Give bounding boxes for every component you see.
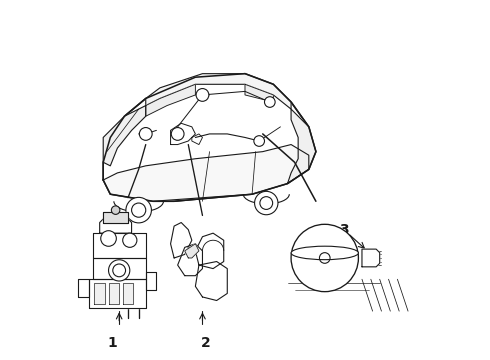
Circle shape — [101, 231, 116, 246]
Polygon shape — [103, 145, 309, 201]
Circle shape — [254, 136, 265, 146]
Circle shape — [111, 206, 120, 215]
Polygon shape — [171, 222, 192, 258]
Circle shape — [291, 224, 358, 292]
Circle shape — [139, 127, 152, 140]
Polygon shape — [89, 279, 146, 307]
Polygon shape — [185, 244, 199, 258]
Polygon shape — [146, 272, 156, 290]
Polygon shape — [122, 283, 133, 304]
Circle shape — [126, 197, 151, 223]
Circle shape — [196, 89, 209, 101]
Polygon shape — [103, 212, 128, 222]
Text: 3: 3 — [340, 222, 349, 237]
Circle shape — [122, 233, 137, 247]
Text: 1: 1 — [107, 336, 117, 350]
Polygon shape — [146, 84, 196, 116]
Polygon shape — [362, 249, 380, 267]
Polygon shape — [109, 283, 119, 304]
Polygon shape — [178, 244, 202, 276]
Polygon shape — [95, 283, 105, 304]
Polygon shape — [93, 258, 146, 279]
Polygon shape — [196, 233, 224, 269]
Polygon shape — [245, 84, 273, 102]
Polygon shape — [192, 134, 202, 145]
Polygon shape — [196, 261, 227, 301]
Polygon shape — [103, 74, 316, 201]
Circle shape — [255, 192, 278, 215]
Text: 2: 2 — [201, 336, 211, 350]
Circle shape — [265, 97, 275, 107]
Polygon shape — [288, 109, 316, 184]
Polygon shape — [93, 233, 146, 258]
Ellipse shape — [291, 246, 358, 260]
Polygon shape — [103, 105, 146, 166]
Polygon shape — [78, 279, 89, 297]
Polygon shape — [171, 123, 196, 145]
Polygon shape — [99, 215, 132, 233]
Circle shape — [172, 127, 184, 140]
Circle shape — [109, 260, 130, 281]
Polygon shape — [146, 74, 291, 109]
